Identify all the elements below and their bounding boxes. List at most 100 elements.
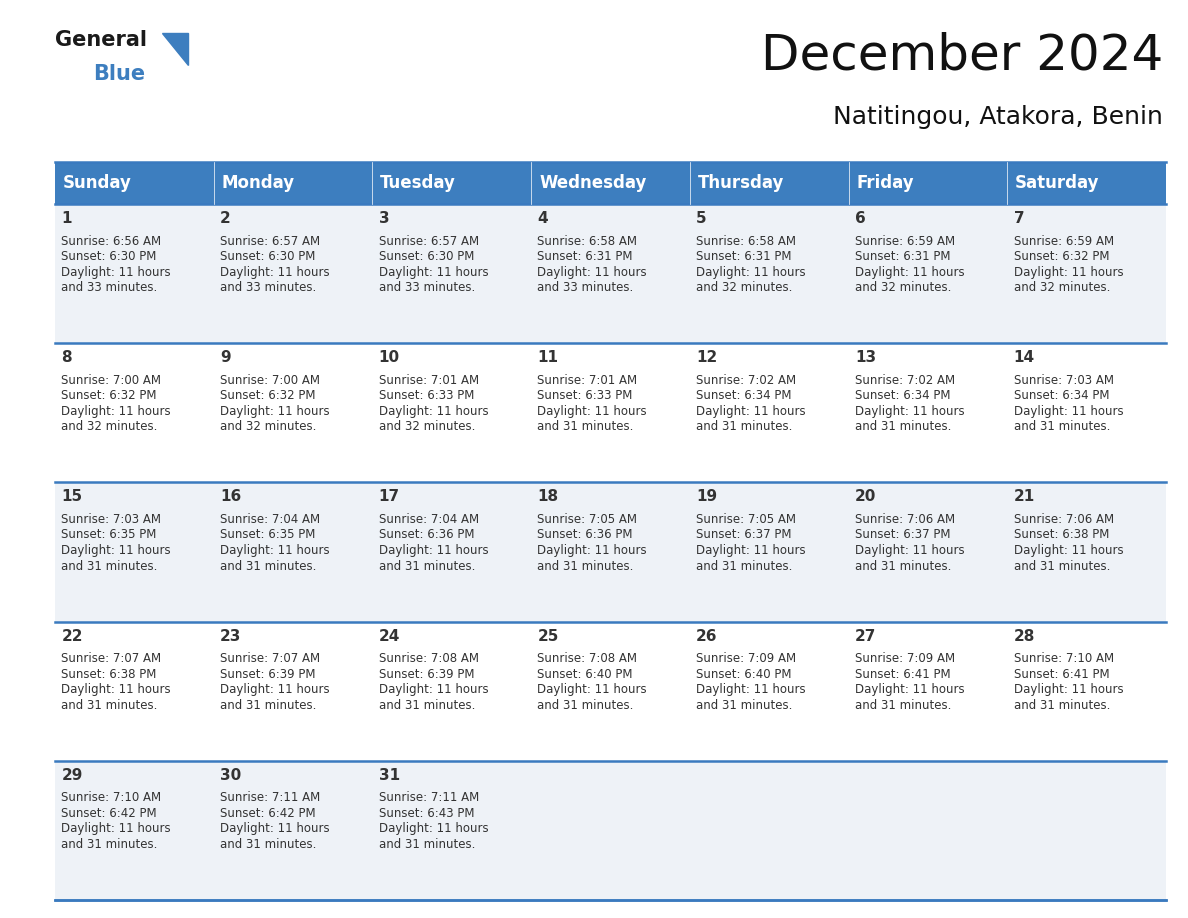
Bar [1007,482,1165,621]
Text: Sunset: 6:35 PM: Sunset: 6:35 PM [62,529,157,542]
Text: and 32 minutes.: and 32 minutes. [855,281,952,295]
Bar [55,204,214,343]
Text: Daylight: 11 hours: Daylight: 11 hours [696,683,805,696]
Text: Daylight: 11 hours: Daylight: 11 hours [696,544,805,557]
Text: Sunrise: 6:57 AM: Sunrise: 6:57 AM [379,234,479,248]
Text: Thursday: Thursday [697,174,784,192]
Text: Sunset: 6:39 PM: Sunset: 6:39 PM [220,667,316,680]
Bar [848,761,1007,900]
Text: Sunset: 6:41 PM: Sunset: 6:41 PM [1013,667,1110,680]
Text: Sunset: 6:43 PM: Sunset: 6:43 PM [379,807,474,820]
Bar [372,621,531,761]
Text: and 32 minutes.: and 32 minutes. [1013,281,1110,295]
Text: 20: 20 [855,489,877,504]
Text: and 31 minutes.: and 31 minutes. [220,699,316,711]
Text: and 31 minutes.: and 31 minutes. [62,699,158,711]
Text: Daylight: 11 hours: Daylight: 11 hours [62,265,171,279]
Text: Sunrise: 6:56 AM: Sunrise: 6:56 AM [62,234,162,248]
Text: 6: 6 [855,211,866,226]
Text: Daylight: 11 hours: Daylight: 11 hours [696,265,805,279]
Text: Sunrise: 7:06 AM: Sunrise: 7:06 AM [855,513,955,526]
Text: and 31 minutes.: and 31 minutes. [696,560,792,573]
Bar [690,162,848,204]
Bar [55,162,214,204]
Text: Saturday: Saturday [1016,174,1100,192]
Bar [55,343,214,482]
Text: Sunrise: 7:11 AM: Sunrise: 7:11 AM [220,791,321,804]
Text: Sunrise: 7:01 AM: Sunrise: 7:01 AM [379,374,479,386]
Bar [372,204,531,343]
Text: 4: 4 [537,211,548,226]
Bar [214,343,372,482]
Bar [690,482,848,621]
Text: Daylight: 11 hours: Daylight: 11 hours [1013,405,1124,418]
Text: Daylight: 11 hours: Daylight: 11 hours [220,823,330,835]
Text: Sunrise: 7:00 AM: Sunrise: 7:00 AM [62,374,162,386]
Bar [1007,621,1165,761]
Text: and 31 minutes.: and 31 minutes. [379,838,475,851]
Text: 8: 8 [62,350,72,365]
Bar [1007,162,1165,204]
Bar [531,482,690,621]
Text: 24: 24 [379,629,400,644]
Text: Sunrise: 7:05 AM: Sunrise: 7:05 AM [537,513,638,526]
Text: Daylight: 11 hours: Daylight: 11 hours [537,683,647,696]
Text: Sunrise: 7:10 AM: Sunrise: 7:10 AM [62,791,162,804]
Text: and 32 minutes.: and 32 minutes. [379,420,475,433]
Text: Sunset: 6:31 PM: Sunset: 6:31 PM [537,250,633,263]
Bar [214,162,372,204]
Text: and 31 minutes.: and 31 minutes. [537,560,634,573]
Text: and 31 minutes.: and 31 minutes. [220,560,316,573]
Text: and 32 minutes.: and 32 minutes. [62,420,158,433]
Text: Daylight: 11 hours: Daylight: 11 hours [537,544,647,557]
Text: Daylight: 11 hours: Daylight: 11 hours [1013,544,1124,557]
Text: Sunrise: 7:07 AM: Sunrise: 7:07 AM [220,652,321,666]
Bar [531,204,690,343]
Text: Sunset: 6:32 PM: Sunset: 6:32 PM [1013,250,1110,263]
Text: Daylight: 11 hours: Daylight: 11 hours [855,405,965,418]
Text: Daylight: 11 hours: Daylight: 11 hours [62,823,171,835]
Text: Sunrise: 6:59 AM: Sunrise: 6:59 AM [1013,234,1114,248]
Text: Daylight: 11 hours: Daylight: 11 hours [220,544,330,557]
Text: 23: 23 [220,629,241,644]
Bar [214,482,372,621]
Text: Daylight: 11 hours: Daylight: 11 hours [696,405,805,418]
Text: Daylight: 11 hours: Daylight: 11 hours [855,683,965,696]
Text: Sunset: 6:42 PM: Sunset: 6:42 PM [220,807,316,820]
Text: and 33 minutes.: and 33 minutes. [62,281,158,295]
Polygon shape [163,33,189,65]
Bar [1007,343,1165,482]
Text: Sunset: 6:33 PM: Sunset: 6:33 PM [379,389,474,402]
Text: Sunset: 6:34 PM: Sunset: 6:34 PM [855,389,950,402]
Text: Sunset: 6:31 PM: Sunset: 6:31 PM [855,250,950,263]
Text: Monday: Monday [222,174,295,192]
Text: Daylight: 11 hours: Daylight: 11 hours [62,683,171,696]
Text: Sunrise: 7:07 AM: Sunrise: 7:07 AM [62,652,162,666]
Text: and 31 minutes.: and 31 minutes. [696,420,792,433]
Text: Sunset: 6:37 PM: Sunset: 6:37 PM [855,529,950,542]
Text: Daylight: 11 hours: Daylight: 11 hours [379,683,488,696]
Text: Daylight: 11 hours: Daylight: 11 hours [220,265,330,279]
Text: Natitingou, Atakora, Benin: Natitingou, Atakora, Benin [833,105,1163,129]
Text: 28: 28 [1013,629,1035,644]
Bar [531,621,690,761]
Text: Sunrise: 7:00 AM: Sunrise: 7:00 AM [220,374,320,386]
Text: 11: 11 [537,350,558,365]
Bar [848,621,1007,761]
Bar [690,761,848,900]
Text: 14: 14 [1013,350,1035,365]
Text: and 31 minutes.: and 31 minutes. [379,560,475,573]
Text: Sunrise: 7:05 AM: Sunrise: 7:05 AM [696,513,796,526]
Text: Sunset: 6:34 PM: Sunset: 6:34 PM [696,389,791,402]
Text: Sunset: 6:38 PM: Sunset: 6:38 PM [1013,529,1110,542]
Text: Sunset: 6:41 PM: Sunset: 6:41 PM [855,667,950,680]
Text: Sunset: 6:40 PM: Sunset: 6:40 PM [696,667,791,680]
Text: Sunrise: 7:04 AM: Sunrise: 7:04 AM [220,513,321,526]
Text: Sunrise: 7:08 AM: Sunrise: 7:08 AM [379,652,479,666]
Text: Daylight: 11 hours: Daylight: 11 hours [379,265,488,279]
Text: Sunday: Sunday [63,174,132,192]
Text: and 31 minutes.: and 31 minutes. [855,560,952,573]
Bar [848,482,1007,621]
Text: 1: 1 [62,211,71,226]
Text: Sunrise: 6:57 AM: Sunrise: 6:57 AM [220,234,321,248]
